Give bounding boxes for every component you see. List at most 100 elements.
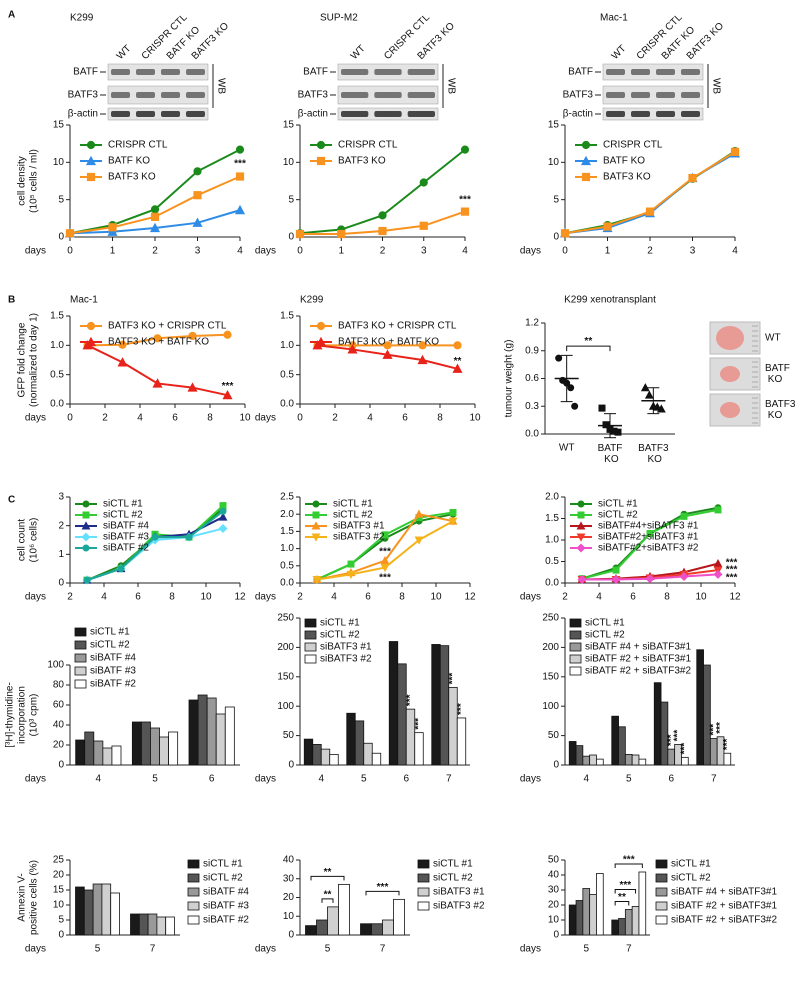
legend-label: siCTL #2 [333,510,373,521]
y-tick-label: 0.5 [280,369,294,380]
y-tick-label: 1.0 [50,340,64,351]
y-tick-label: 0.3 [525,401,539,412]
photo [709,393,761,427]
blot-band [111,92,130,98]
marker [188,331,197,341]
blot-band [161,69,180,75]
blot-strip [107,85,209,105]
y-tick-label: 0.0 [280,399,294,410]
x-axis-label: days [25,413,46,424]
annotation: ** [324,890,332,901]
legend-swatch [569,630,582,640]
bar [393,898,405,936]
legend-swatch [304,642,317,652]
x-tick-label: 5 [325,944,331,955]
y-axis-label: (10⁵ cells / ml) [29,149,40,213]
y-axis-label: cell count [17,519,28,561]
x-tick-label: 2 [67,592,73,603]
y-tick-label: 3 [58,492,64,503]
bar [130,913,140,936]
y-tick-label: 10 [283,911,295,922]
y-tick-label: 0 [58,578,64,589]
marker [295,229,305,239]
bar [156,916,167,936]
marker [193,167,202,176]
marker [149,222,161,233]
bar [582,755,591,766]
marker [187,382,198,392]
legend-label: siCTL #2 [203,873,243,884]
x-tick-label: 6 [668,774,674,785]
y-tick-label: 15 [53,120,65,131]
annotation: ** [324,867,332,878]
legend-label: BATF3 KO [338,156,386,167]
bar [703,664,711,766]
x-tick-label: 2 [152,246,158,257]
y-tick-label: 10 [548,915,560,926]
blot-band [111,111,130,117]
bar [575,745,584,766]
y-tick-label: 15 [53,885,65,896]
marker [560,229,570,238]
bar [653,682,662,766]
bar [101,883,112,936]
bar [75,739,86,766]
y-tick-label: 1.5 [50,311,64,322]
bar [316,919,328,936]
bar [405,708,416,766]
legend-swatch [417,859,430,869]
annotation: *** [222,381,234,392]
x-tick-label: 6 [209,774,215,785]
x-tick-label: 6 [135,592,141,603]
legend-marker [576,533,586,542]
legend-label: siBATF #3 [203,901,249,912]
panel-label: B [8,295,15,306]
x-tick-label: 4 [583,774,589,785]
y-axis-label: GFP fold change [17,322,28,397]
x-tick-label: 6 [630,592,636,603]
bar [631,754,640,766]
marker [603,222,612,231]
x-tick-label: 2 [647,246,653,257]
marker [192,217,203,227]
y-axis-label: Annexin V- [17,873,28,921]
y-tick-label: 100 [277,701,294,712]
annotation: *** [623,855,635,866]
blot-band [136,111,155,117]
legend-label: siBATF3 #1 [433,887,485,898]
bar [709,738,718,766]
blot-strip [602,63,704,81]
bar [303,738,314,766]
legend-label: siBATF#2+siBATF3 #2 [598,543,699,554]
marker [235,145,245,154]
y-tick-label: 0 [553,930,559,941]
x-tick-label: 7 [446,774,452,785]
legend-label: siBATF #2 + siBATF3#2 [585,666,691,677]
marker [312,576,322,585]
marker [567,384,575,392]
bar [596,758,604,766]
marker [346,570,356,580]
x-tick-label: 4 [101,592,107,603]
bar [305,925,317,936]
blot-band [631,92,650,98]
annotation: *** [234,158,246,169]
legend-label: siCTL #2 [433,873,473,884]
photo-label: BATF KO [765,363,790,385]
bar [83,889,94,936]
bar [448,686,458,766]
legend-marker [85,336,97,347]
blot-band [656,92,675,98]
bar [618,726,626,766]
blot-band [161,92,180,98]
legend-swatch [74,640,87,650]
marker [337,229,346,239]
chart-title: K299 [70,13,94,24]
blot-band [407,69,435,75]
blot-strip [107,63,209,81]
y-tick-label: 0.6 [525,373,539,384]
legend-swatch [74,679,87,689]
bracket [614,889,637,894]
y-tick-label: 5 [58,194,64,205]
